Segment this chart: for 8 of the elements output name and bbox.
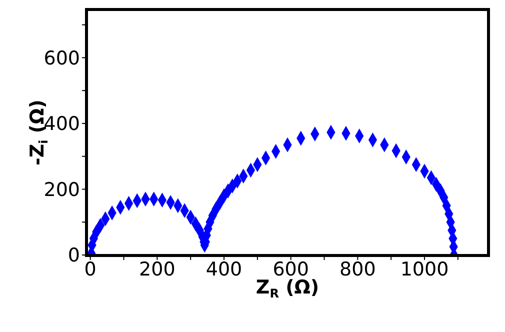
x-tick-label: 400 [206, 258, 242, 280]
x-tick-label: 800 [340, 258, 376, 280]
x-tick-label: 0 [84, 258, 96, 280]
x-tick-label: 200 [139, 258, 176, 280]
y-tick-label: 600 [44, 47, 80, 70]
y-tick-label: 400 [44, 113, 80, 136]
y-tick-label: 200 [44, 178, 80, 201]
x-tick-label: 1000 [400, 258, 449, 280]
